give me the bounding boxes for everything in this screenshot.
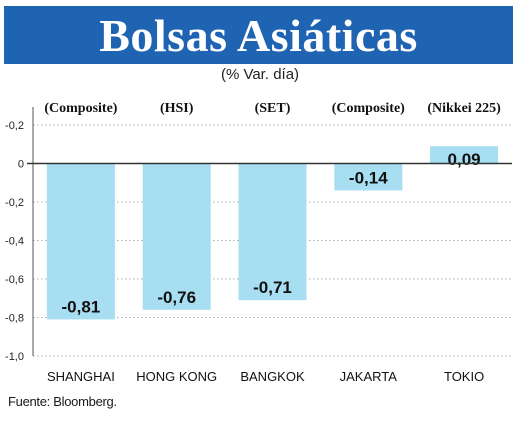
chart-title: Bolsas Asiáticas	[99, 9, 418, 61]
x-tick-label: HONG KONG	[136, 369, 217, 384]
index-name: (Composite)	[44, 101, 117, 116]
bar-jakarta	[334, 163, 403, 191]
data-label: -0,81	[62, 297, 101, 316]
y-tick-label: -0,2	[5, 197, 24, 209]
bar-hong-kong	[142, 163, 211, 310]
data-label: 0,09	[448, 150, 481, 169]
x-tick-label: TOKIO	[444, 369, 484, 384]
data-label: -0,71	[253, 278, 292, 297]
data-label: -0,76	[157, 288, 196, 307]
index-name: (HSI)	[160, 101, 194, 116]
y-tick-label: 0	[18, 159, 24, 171]
bar-bangkok	[238, 163, 307, 301]
source-note: Fuente: Bloomberg.	[8, 394, 117, 409]
x-tick-label: JAKARTA	[340, 369, 398, 384]
y-tick-label: -1,0	[5, 351, 24, 363]
bar-tokio	[430, 146, 499, 164]
y-tick-label: -0,2	[5, 120, 24, 132]
x-tick-label: BANGKOK	[240, 369, 305, 384]
y-tick-label: -0,4	[5, 236, 24, 248]
index-name: (Nikkei 225)	[427, 101, 501, 116]
y-tick-label: -0,8	[5, 313, 24, 325]
index-name: (SET)	[255, 101, 291, 116]
chart-subtitle: (% Var. día)	[220, 66, 300, 83]
x-tick-label: SHANGHAI	[47, 369, 115, 384]
title-banner: Bolsas Asiáticas	[4, 6, 513, 64]
y-tick-label: -0,6	[5, 274, 24, 286]
data-label: -0,14	[349, 168, 388, 187]
bar-shanghai	[46, 163, 115, 320]
index-name: (Composite)	[332, 101, 405, 116]
